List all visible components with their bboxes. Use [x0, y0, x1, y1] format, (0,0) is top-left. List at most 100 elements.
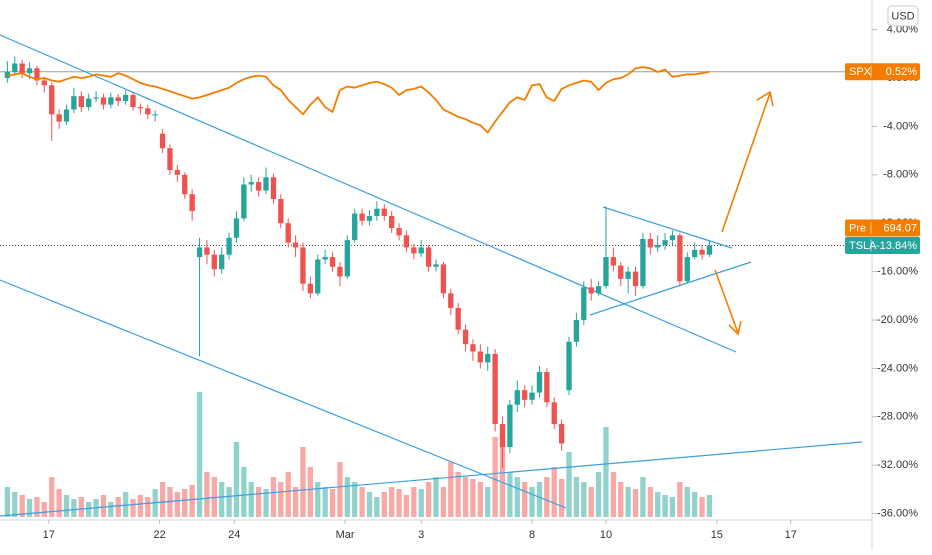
volume-bar	[396, 489, 402, 517]
volume-bar	[677, 482, 683, 517]
drawings	[0, 34, 863, 517]
volume-bar	[381, 492, 387, 517]
volume-bar	[344, 477, 350, 517]
candle-body	[34, 68, 40, 81]
y-tick-label: -8.00%	[883, 169, 918, 181]
candle-body	[632, 271, 639, 287]
trend-line	[602, 206, 733, 249]
candle-body	[93, 97, 99, 99]
compare-tag-value: 0.52%	[886, 66, 917, 78]
y-tick-label: -16.00%	[877, 266, 918, 278]
candle-body	[448, 293, 454, 308]
candle-body	[425, 247, 432, 267]
volume-bar	[595, 472, 602, 517]
volume-bar	[433, 477, 439, 517]
volume-bar	[71, 499, 77, 517]
y-tick-label: -20.00%	[877, 314, 918, 326]
x-tick-label: 17	[785, 529, 797, 541]
volume-bar	[662, 495, 668, 517]
x-tick-label: 10	[600, 529, 612, 541]
volume-bar	[691, 492, 698, 517]
volume-bar	[359, 487, 365, 517]
candle-body	[300, 247, 306, 284]
volume-bar	[315, 482, 321, 517]
candle-body	[130, 94, 136, 108]
candle-body	[100, 97, 107, 105]
arrow	[714, 269, 739, 334]
candle-body	[278, 199, 284, 224]
candle-body	[440, 264, 447, 294]
volume-bar	[418, 489, 424, 517]
x-tick-label: 17	[43, 529, 55, 541]
volume-bar	[352, 482, 358, 517]
volume-bar	[115, 497, 121, 517]
volume-bar	[499, 442, 506, 517]
volume-bar	[278, 482, 284, 517]
volume-bar	[322, 487, 328, 517]
arrows	[714, 90, 774, 336]
candle-body	[315, 259, 321, 294]
candle-body	[233, 218, 240, 238]
main-tag-value: -13.84%	[876, 240, 917, 252]
candle-body	[115, 97, 121, 102]
volume-bar	[529, 487, 535, 517]
candle-body	[514, 390, 520, 405]
x-tick-label: 3	[418, 529, 424, 541]
y-tick-label: -4.00%	[883, 120, 918, 132]
candle-body	[366, 215, 373, 221]
volume-bar	[159, 482, 166, 517]
volume-bar	[100, 495, 107, 517]
volume-bar	[507, 472, 513, 517]
volume-bar	[145, 497, 151, 517]
premarket-tag	[845, 219, 920, 237]
volume-bar	[581, 482, 587, 517]
arrow-head	[756, 90, 774, 107]
candle-body	[691, 249, 698, 258]
trend-line	[589, 261, 752, 316]
volume-bar	[300, 447, 306, 517]
candle-body	[344, 240, 350, 277]
volume-bar	[389, 487, 395, 517]
currency-box: USD	[887, 5, 919, 27]
candle-body	[551, 402, 557, 425]
volume-bar	[625, 487, 631, 517]
volume-bar	[233, 442, 240, 517]
volume-bar	[669, 497, 676, 517]
volume-bar	[403, 495, 410, 517]
candle-body	[677, 235, 683, 282]
candle-body	[662, 240, 668, 245]
volume-bar	[522, 482, 528, 517]
y-tick-label: -28.00%	[877, 411, 918, 423]
main-tag	[845, 236, 920, 254]
volume-bar	[12, 492, 18, 517]
candle-body	[292, 242, 299, 248]
volume-bar	[470, 479, 476, 517]
candle-body	[49, 85, 55, 115]
candle-body	[699, 249, 705, 255]
volume-bar	[618, 482, 624, 517]
volume-bar	[455, 472, 461, 517]
volume-bar	[182, 489, 188, 517]
candle-body	[573, 320, 580, 342]
volume-bar	[204, 472, 210, 517]
candle-body	[595, 286, 602, 294]
candle-body	[159, 133, 166, 149]
candle-body	[56, 114, 62, 122]
candle-body	[270, 177, 277, 200]
candle-body	[204, 247, 210, 255]
candle-body	[625, 271, 631, 279]
volume-bar	[477, 482, 483, 517]
volume-bar	[219, 482, 225, 517]
x-tick-label: 15	[711, 529, 723, 541]
arrow	[721, 92, 771, 233]
candle-body	[145, 108, 151, 115]
candle-body	[485, 353, 491, 363]
x-tick-label: 24	[228, 529, 240, 541]
candle-body	[522, 390, 528, 400]
candle-body	[588, 287, 594, 294]
trend-line	[0, 279, 567, 509]
volume-bar	[174, 492, 181, 517]
volume-bar	[610, 472, 617, 517]
candle-body	[536, 372, 543, 393]
volume-bar	[130, 499, 136, 517]
